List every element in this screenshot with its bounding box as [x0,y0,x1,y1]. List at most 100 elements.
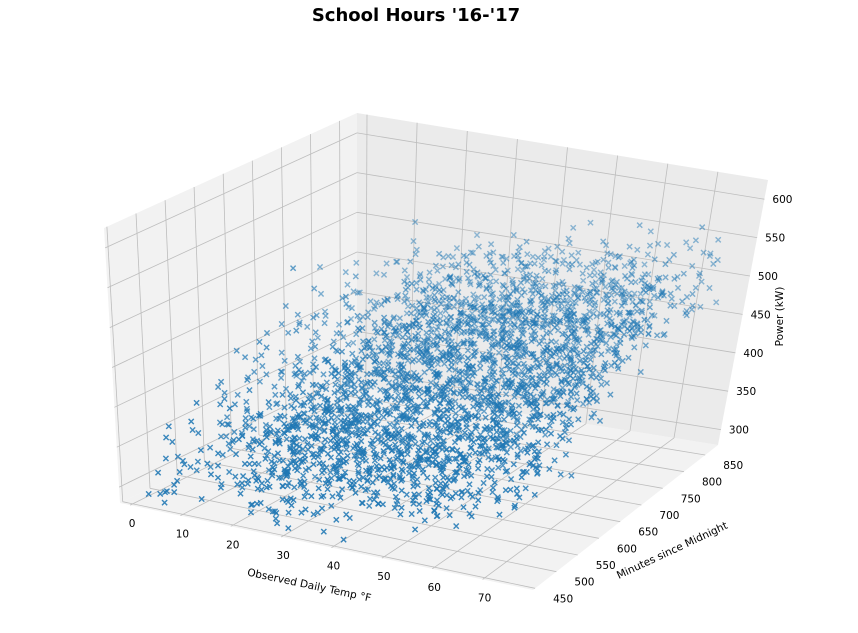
data-point [428,394,435,401]
data-point [290,496,297,504]
data-point [487,271,494,278]
data-point [699,224,706,231]
data-point [612,264,619,271]
data-point [472,413,479,420]
data-point [633,302,640,309]
data-point [427,453,434,460]
data-point [384,435,392,442]
data-point [692,237,699,244]
data-point [351,358,359,365]
data-point [423,294,430,301]
data-point [550,386,557,393]
data-point [309,451,316,458]
data-point [271,383,278,390]
data-point [399,323,406,330]
data-point [343,440,350,447]
data-point [361,344,368,352]
data-point [217,401,224,408]
data-point [268,458,275,465]
data-point [674,284,682,291]
data-point [316,476,323,483]
data-point [543,330,550,337]
data-point [449,345,456,352]
data-point [386,321,393,328]
data-point [571,328,578,335]
data-point [438,300,445,308]
data-point [511,354,518,361]
data-point [437,400,444,407]
data-point [285,509,292,516]
data-point [417,271,424,278]
data-point [265,448,272,455]
data-point [475,415,482,422]
data-point [531,260,538,267]
grid-y-left [222,173,233,449]
data-point [604,295,611,302]
data-point [468,328,475,335]
data-point [680,270,687,277]
data-point [451,455,458,462]
grid-z-left [118,370,358,488]
data-point [408,310,415,317]
data-point [395,382,402,389]
data-point [362,430,369,437]
data-point [560,256,567,264]
data-point [501,318,508,325]
data-point [491,359,499,367]
data-point [565,416,573,423]
data-point [490,416,497,423]
data-point [317,447,324,454]
data-point [443,446,450,453]
data-point [583,383,590,390]
data-point [317,382,324,390]
data-point [225,440,232,447]
data-point [207,471,215,478]
data-point [371,336,378,343]
data-point [466,301,474,308]
data-point [440,474,447,481]
data-point [667,290,674,297]
data-point [522,263,529,270]
data-point [420,337,428,344]
data-point [246,387,253,394]
data-point [621,288,628,295]
data-point [315,485,322,492]
data-point [387,475,394,482]
data-point [467,249,475,256]
data-point [523,272,530,279]
data-point [559,343,566,350]
data-point [453,245,460,252]
data-point [399,439,406,446]
data-point [552,257,559,265]
data-point [598,381,605,388]
data-point [636,222,643,229]
data-point [269,508,276,515]
data-point [604,307,611,314]
data-point [354,289,361,296]
data-point [553,339,560,346]
data-point [281,357,288,364]
data-point [306,369,313,376]
data-point [456,275,463,282]
data-point [432,442,439,449]
data-point [597,336,604,343]
data-point [246,441,253,448]
data-point [417,409,424,416]
data-point [434,267,441,274]
data-point [252,356,259,363]
grid-y-floor [149,487,557,573]
data-point [294,422,301,429]
data-point [466,261,473,268]
grid-z-back [356,211,750,277]
data-point [438,441,445,448]
data-point [510,231,517,239]
data-point [423,346,430,353]
data-point [511,322,518,329]
data-point [207,444,214,451]
data-point [339,486,346,493]
grid-x-floor [280,409,499,538]
data-point [360,430,367,437]
data-point [331,389,338,396]
data-point [444,381,452,388]
data-point [464,347,471,354]
